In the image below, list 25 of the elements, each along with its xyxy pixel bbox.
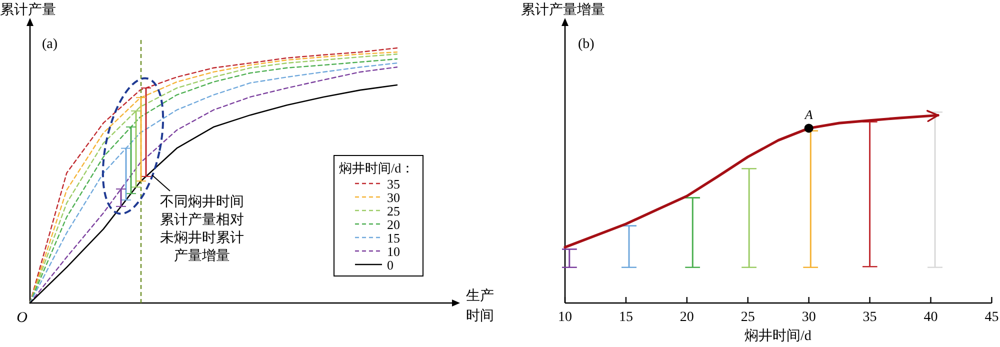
x-tick-label: 30 (802, 310, 816, 325)
y-axis-title: 累计产量 (0, 2, 56, 18)
legend-label: 0 (387, 258, 394, 272)
x-tick-label: 35 (862, 310, 877, 325)
legend-label: 30 (387, 190, 400, 205)
y-axis-title: 累计产量增量 (521, 2, 605, 18)
x-axis-title: 生产时间 (466, 288, 494, 324)
x-tick-label: 10 (558, 310, 572, 325)
annotation: A (804, 107, 813, 122)
legend-label: 35 (387, 176, 400, 192)
legend-label: 15 (387, 230, 400, 246)
x-tick-label: 45 (984, 310, 999, 325)
legend-label: 20 (387, 217, 400, 232)
x-tick-label: 25 (740, 310, 755, 325)
legend-label: 10 (387, 244, 400, 259)
legend-label: 25 (387, 204, 400, 218)
legend-title: 焖井时间/d： (339, 160, 414, 176)
x-tick-label: 20 (680, 310, 694, 325)
text: O (16, 310, 28, 326)
x-axis-title: 焖井时间/d (744, 328, 812, 344)
annotation: (a) (42, 37, 58, 52)
text: (b) (578, 37, 595, 52)
x-tick-label: 15 (618, 310, 633, 325)
x-tick-label: 40 (924, 310, 938, 325)
annotation: 不同焖井时间累计产量相对未焖井时累计产量增量 (160, 194, 244, 264)
